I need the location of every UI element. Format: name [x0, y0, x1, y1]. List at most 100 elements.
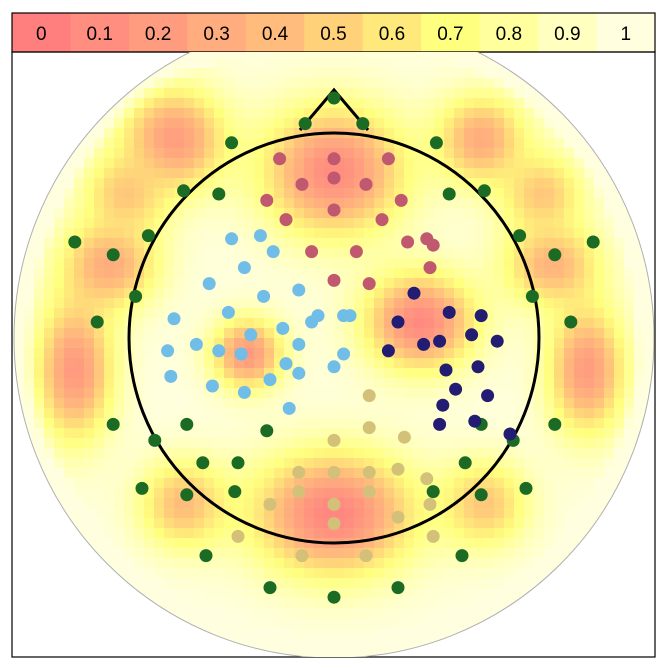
- heatmap-cell: [194, 98, 205, 109]
- heatmap-cell: [534, 148, 545, 159]
- heatmap-cell: [114, 398, 125, 409]
- heatmap-cell: [124, 448, 135, 459]
- heatmap-cell: [534, 258, 545, 269]
- heatmap-cell: [454, 338, 465, 349]
- heatmap-cell: [304, 158, 315, 169]
- heatmap-cell: [344, 88, 355, 99]
- heatmap-cell: [474, 228, 485, 239]
- heatmap-cell: [644, 248, 654, 259]
- heatmap-cell: [294, 278, 305, 289]
- heatmap-cell: [454, 218, 465, 229]
- colorbar-segment: [304, 13, 364, 52]
- heatmap-cell: [544, 398, 555, 409]
- heatmap-cell: [234, 138, 245, 149]
- heatmap-cell: [154, 98, 165, 109]
- heatmap-cell: [144, 538, 155, 549]
- heatmap-cell: [214, 168, 225, 179]
- heatmap-cell: [284, 648, 295, 657]
- heatmap-cell: [524, 148, 535, 159]
- heatmap-cell: [554, 478, 565, 489]
- heatmap-cell: [334, 638, 345, 649]
- heatmap-cell: [524, 528, 535, 539]
- heatmap-cell: [384, 338, 395, 349]
- electrode-green: [260, 424, 274, 438]
- heatmap-cell: [94, 388, 105, 399]
- heatmap-cell: [344, 268, 355, 279]
- heatmap-cell: [124, 78, 135, 89]
- heatmap-cell: [544, 368, 555, 379]
- heatmap-cell: [374, 108, 385, 119]
- heatmap-cell: [284, 488, 295, 499]
- heatmap-cell: [604, 478, 615, 489]
- heatmap-cell: [104, 198, 115, 209]
- heatmap-cell: [184, 448, 195, 459]
- heatmap-cell: [234, 368, 245, 379]
- heatmap-cell: [494, 568, 505, 579]
- heatmap-cell: [424, 168, 435, 179]
- heatmap-cell: [264, 618, 275, 629]
- heatmap-cell: [104, 428, 115, 439]
- heatmap-cell: [404, 188, 415, 199]
- heatmap-cell: [24, 388, 35, 399]
- heatmap-cell: [184, 588, 195, 599]
- heatmap-cell: [344, 188, 355, 199]
- heatmap-cell: [434, 308, 445, 319]
- heatmap-cell: [484, 248, 495, 259]
- heatmap-cell: [564, 208, 575, 219]
- heatmap-cell: [194, 348, 205, 359]
- heatmap-cell: [104, 108, 115, 119]
- heatmap-cell: [544, 298, 555, 309]
- heatmap-cell: [584, 268, 595, 279]
- electrode-maroon: [381, 152, 395, 166]
- heatmap-cell: [404, 578, 415, 589]
- heatmap-cell: [514, 118, 525, 129]
- heatmap-cell: [74, 288, 85, 299]
- heatmap-cell: [144, 488, 155, 499]
- heatmap-cell: [394, 288, 405, 299]
- electrode-green: [196, 456, 210, 470]
- heatmap-cell: [594, 488, 605, 499]
- heatmap-cell: [494, 398, 505, 409]
- heatmap-cell: [544, 108, 555, 119]
- heatmap-cell: [24, 288, 35, 299]
- heatmap-cell: [514, 178, 525, 189]
- heatmap-cell: [414, 418, 425, 429]
- heatmap-cell: [384, 98, 395, 109]
- heatmap-cell: [274, 498, 285, 509]
- heatmap-cell: [574, 518, 585, 529]
- heatmap-cell: [624, 218, 635, 229]
- electrode-navy: [503, 427, 517, 441]
- heatmap-cell: [334, 388, 345, 399]
- heatmap-cell: [514, 168, 525, 179]
- heatmap-cell: [194, 398, 205, 409]
- heatmap-cell: [84, 288, 95, 299]
- heatmap-cell: [474, 578, 485, 589]
- heatmap-cell: [74, 188, 85, 199]
- heatmap-cell: [164, 158, 175, 169]
- heatmap-cell: [204, 348, 215, 359]
- heatmap-cell: [344, 78, 355, 89]
- heatmap-cell: [624, 318, 635, 329]
- heatmap-cell: [194, 88, 205, 99]
- heatmap-cell: [194, 158, 205, 169]
- heatmap-cell: [454, 288, 465, 299]
- heatmap-cell: [244, 58, 255, 69]
- heatmap-cell: [154, 558, 165, 569]
- heatmap-cell: [424, 88, 435, 99]
- heatmap-cell: [354, 458, 365, 469]
- heatmap-cell: [334, 88, 345, 99]
- heatmap-cell: [454, 598, 465, 609]
- heatmap-cell: [304, 308, 315, 319]
- heatmap-cell: [404, 468, 415, 479]
- heatmap-cell: [494, 328, 505, 339]
- heatmap-cell: [544, 488, 555, 499]
- heatmap-cell: [334, 52, 345, 59]
- heatmap-cell: [204, 258, 215, 269]
- heatmap-cell: [344, 98, 355, 109]
- heatmap-cell: [504, 478, 515, 489]
- heatmap-cell: [614, 338, 625, 349]
- heatmap-cell: [424, 568, 435, 579]
- heatmap-cell: [414, 138, 425, 149]
- heatmap-cell: [364, 358, 375, 369]
- heatmap-cell: [304, 638, 315, 649]
